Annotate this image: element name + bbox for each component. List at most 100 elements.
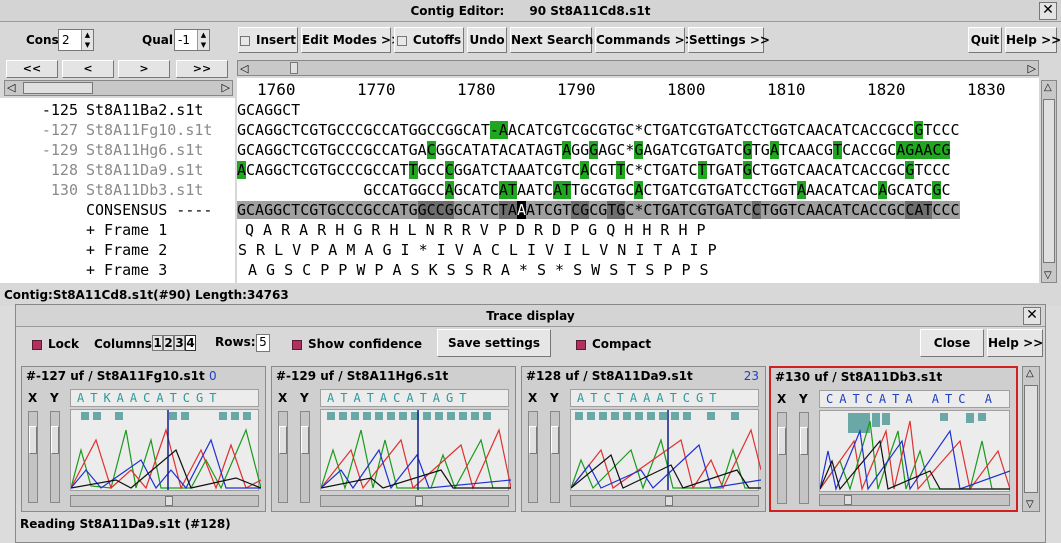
sequence-read-row[interactable]: GCAGGCTCGTGCCCGCCATGGCCGGCAT-AACATCGTCGC… [237, 121, 960, 139]
consensus-label: CONSENSUS ---- [86, 201, 213, 219]
save-settings-button[interactable]: Save settings [437, 329, 551, 357]
x-label: X [278, 391, 288, 405]
insert-toggle[interactable]: Insert [238, 27, 298, 53]
column-option[interactable]: 3 [174, 335, 185, 351]
ruler-tick: 1760 [257, 80, 296, 99]
read-name-row[interactable]: 128 St8A11Da9.s1t [50, 161, 204, 179]
scroll-up-arrow-icon[interactable]: △ [1026, 368, 1034, 379]
trace-panel-selected[interactable]: #130 uf / St8A11Db3.s1t X Y CATCATA ATC … [769, 366, 1018, 512]
close-window-button[interactable]: ✕ [1039, 2, 1057, 20]
frame-label[interactable]: + Frame 1 [86, 221, 168, 239]
spin-arrows-icon[interactable]: ▲ ▼ [197, 30, 209, 50]
sequence-read-row[interactable]: GCAGGCTCGTGCCCGCCATGACGGCATATACATAGTAGGG… [237, 141, 951, 159]
scroll-up-arrow-icon[interactable]: △ [1044, 82, 1052, 93]
column-option[interactable]: 1 [152, 335, 163, 351]
frame-label[interactable]: + Frame 3 [86, 261, 168, 279]
window-title: Contig Editor: [410, 4, 505, 18]
frame-label[interactable]: + Frame 2 [86, 241, 168, 259]
sequence-read-row[interactable]: GCAGGCT [237, 101, 301, 119]
close-trace-window-button[interactable]: ✕ [1023, 307, 1041, 325]
trace-plot[interactable] [320, 409, 512, 491]
trace-plot[interactable] [819, 410, 1011, 492]
qual-spinbox[interactable]: -1 ▲ ▼ [174, 29, 210, 51]
scrollbar-thumb[interactable] [1043, 99, 1055, 263]
lock-toggle[interactable]: Lock [32, 337, 79, 351]
read-name-row[interactable]: -127 St8A11Fg10.s1t [41, 121, 213, 139]
scroll-left-arrow-icon[interactable]: ◁ [7, 81, 16, 94]
nav-next-button[interactable]: > [118, 60, 170, 78]
help-button[interactable]: Help >> [1005, 27, 1061, 53]
quit-button[interactable]: Quit [968, 27, 1002, 53]
scrollbar-thumb[interactable] [665, 496, 673, 506]
sequence-read-row[interactable]: ACAGGCTCGTGCCCGCCATTGCCCGGATCTAAATCGTCAC… [237, 161, 951, 179]
scroll-right-arrow-icon[interactable]: ▷ [1027, 62, 1036, 75]
horizontal-scrollbar[interactable]: ◁ ▷ [237, 60, 1039, 76]
y-zoom-slider[interactable] [550, 411, 560, 503]
scroll-right-arrow-icon[interactable]: ▷ [221, 81, 230, 94]
trace-status-bar: Reading St8A11Da9.s1t (#128) [20, 517, 231, 531]
rows-input[interactable]: 5 [256, 334, 270, 352]
commands-button[interactable]: Commands >> [595, 27, 695, 53]
ruler-tick: 1780 [457, 80, 496, 99]
compact-toggle[interactable]: Compact [576, 337, 651, 351]
trace-scrollbar[interactable] [320, 495, 509, 507]
read-name-row[interactable]: 130 St8A11Db3.s1t [50, 181, 204, 199]
x-zoom-slider[interactable] [528, 411, 538, 503]
read-name-row[interactable]: -129 St8A11Hg6.s1t [41, 141, 204, 159]
trace-bases: CATCATA ATC A [819, 390, 1010, 408]
edit-modes-button[interactable]: Edit Modes >> [301, 27, 401, 53]
scrollbar-thumb[interactable] [1024, 385, 1038, 493]
column-option[interactable]: 2 [163, 335, 174, 351]
trace-help-button[interactable]: Help >> [987, 329, 1043, 357]
nav-first-button[interactable]: << [6, 60, 58, 78]
read-name-row[interactable]: -125 St8A11Ba2.s1t [41, 101, 204, 119]
scrollbar-thumb[interactable] [415, 496, 423, 506]
y-label: Y [300, 391, 309, 405]
trace-title-bar: Trace display [16, 305, 1045, 327]
trace-panel[interactable]: #-129 uf / St8A11Hg6.s1t X Y ATATACATAGT [271, 366, 516, 512]
trace-scrollbar[interactable] [570, 495, 759, 507]
vertical-scrollbar[interactable]: △ ▽ [1041, 80, 1057, 283]
spin-arrows-icon[interactable]: ▲ ▼ [81, 30, 93, 50]
column-option-selected[interactable]: 4 [185, 335, 196, 351]
scroll-left-arrow-icon[interactable]: ◁ [240, 62, 249, 75]
consensus-sequence[interactable]: GCAGGCTCGTGCCCGCCATGGCCGGCATCTAAATCGTCGC… [237, 201, 960, 219]
undo-button[interactable]: Undo [467, 27, 507, 53]
y-zoom-slider[interactable] [799, 412, 809, 504]
x-label: X [777, 392, 787, 406]
frame-1-translation: Q A R A R H G R H L N R R V P D R D P G … [245, 221, 706, 239]
trace-close-button[interactable]: Close [920, 329, 984, 357]
next-search-button[interactable]: Next Search [510, 27, 593, 53]
scroll-down-arrow-icon[interactable]: ▽ [1026, 499, 1034, 510]
trace-scrollbar[interactable] [819, 494, 1010, 506]
trace-scrollbar[interactable] [70, 495, 259, 507]
scrollbar-thumb[interactable] [23, 82, 93, 94]
x-zoom-slider[interactable] [278, 411, 288, 503]
sequence-read-row[interactable]: GCCATGGCCAGCATCATAATCATTGCGTGCACTGATCGTG… [237, 181, 951, 199]
y-label: Y [550, 391, 559, 405]
names-scrollbar[interactable]: ◁ ▷ [4, 80, 233, 96]
y-zoom-slider[interactable] [300, 411, 310, 503]
y-zoom-slider[interactable] [50, 411, 60, 503]
trace-plot[interactable] [70, 409, 262, 491]
trace-plot[interactable] [570, 409, 762, 491]
cons-spinbox[interactable]: 2 ▲ ▼ [58, 29, 94, 51]
x-zoom-slider[interactable] [28, 411, 38, 503]
trace-panel[interactable]: #-127 uf / St8A11Fg10.s1t 0 X Y ATKAACAT… [21, 366, 266, 512]
scrollbar-thumb[interactable] [290, 62, 298, 74]
show-confidence-toggle[interactable]: Show confidence [292, 337, 422, 351]
nav-prev-button[interactable]: < [62, 60, 114, 78]
x-zoom-slider[interactable] [777, 412, 787, 504]
scrollbar-thumb[interactable] [844, 495, 852, 505]
trace-vertical-scrollbar[interactable]: △ ▽ [1022, 366, 1040, 512]
trace-panel[interactable]: #128 uf / St8A11Da9.s1t 23 X Y ATCTAAATC… [521, 366, 766, 512]
x-label: X [28, 391, 38, 405]
settings-button[interactable]: Settings >> [688, 27, 770, 53]
scroll-down-arrow-icon[interactable]: ▽ [1044, 270, 1052, 281]
trace-header: #-129 uf / St8A11Hg6.s1t [276, 369, 449, 383]
cutoffs-toggle[interactable]: Cutoffs [394, 27, 464, 53]
scrollbar-thumb[interactable] [165, 496, 173, 506]
ruler-tick: 1790 [557, 80, 596, 99]
nav-last-button[interactable]: >> [176, 60, 228, 78]
